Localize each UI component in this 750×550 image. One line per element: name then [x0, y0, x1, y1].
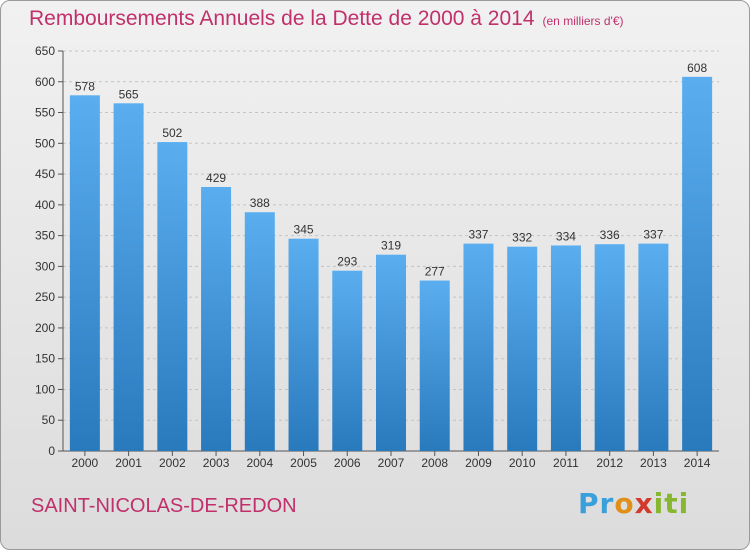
bar [682, 76, 713, 451]
bar-value-label: 277 [425, 265, 445, 279]
commune-name: SAINT-NICOLAS-DE-REDON [31, 495, 297, 517]
bar-value-label: 608 [687, 61, 707, 75]
y-tick-label: 500 [35, 136, 55, 150]
y-tick-label: 300 [35, 259, 55, 273]
bar [507, 246, 538, 451]
y-tick-label: 200 [35, 321, 55, 335]
bar-value-label: 337 [643, 228, 663, 242]
bar-value-label: 429 [206, 171, 226, 185]
proxiti-logo: Proxiti [578, 487, 689, 520]
bar-value-label: 319 [381, 239, 401, 253]
bar [113, 103, 144, 452]
bar [376, 254, 406, 451]
bar-value-label: 578 [75, 79, 95, 93]
y-tick-label: 250 [35, 290, 55, 304]
bar [463, 243, 494, 451]
y-tick-label: 50 [42, 413, 56, 427]
logo-part-3: x [634, 487, 654, 520]
y-tick-label: 0 [48, 444, 55, 458]
bar-value-label: 334 [556, 229, 576, 243]
chart-title-text: Remboursements Annuels de la Dette de 20… [29, 7, 535, 30]
y-tick-label: 350 [35, 229, 55, 243]
bar-value-label: 336 [600, 228, 620, 242]
x-tick-label: 2004 [246, 456, 273, 470]
y-tick-label: 150 [35, 352, 55, 366]
bar [69, 95, 100, 452]
x-tick-label: 2007 [378, 456, 405, 470]
bar [157, 142, 188, 452]
x-tick-label: 2011 [553, 456, 579, 470]
x-tick-label: 2013 [640, 456, 667, 470]
y-tick-label: 550 [35, 106, 55, 120]
x-tick-label: 2003 [203, 456, 230, 470]
x-tick-label: 2002 [159, 456, 186, 470]
logo-part-2: o [614, 487, 635, 520]
x-tick-label: 2010 [509, 456, 536, 470]
bar-value-label: 345 [294, 223, 314, 237]
x-tick-label: 2000 [72, 456, 99, 470]
bar-value-label: 337 [468, 228, 488, 242]
bar [332, 270, 363, 451]
x-tick-label: 2012 [596, 456, 623, 470]
bar-value-label: 293 [337, 255, 357, 269]
y-tick-label: 450 [35, 167, 55, 181]
x-tick-label: 2001 [115, 456, 142, 470]
logo-part-4: iti [653, 487, 690, 520]
bar [594, 244, 625, 451]
x-tick-label: 2006 [334, 456, 361, 470]
bar [419, 280, 450, 451]
x-tick-label: 2014 [684, 456, 711, 470]
y-tick-label: 650 [35, 44, 55, 58]
bar-value-label: 502 [162, 126, 182, 140]
bar [288, 238, 319, 451]
y-tick-label: 400 [35, 198, 55, 212]
chart-subtitle: (en milliers d'€) [542, 14, 624, 28]
bar-value-label: 565 [119, 87, 139, 101]
x-tick-label: 2005 [290, 456, 317, 470]
bar [550, 245, 581, 451]
y-tick-label: 100 [35, 382, 55, 396]
x-tick-label: 2008 [421, 456, 448, 470]
logo-part-1: Pr [578, 487, 615, 520]
x-tick-label: 2009 [465, 456, 492, 470]
bar [201, 187, 232, 451]
y-tick-label: 600 [35, 75, 55, 89]
bar-value-label: 388 [250, 196, 270, 210]
bar-value-label: 332 [512, 231, 532, 245]
chart-title: Remboursements Annuels de la Dette de 20… [29, 7, 624, 31]
bar [244, 212, 275, 451]
bar [638, 243, 669, 451]
